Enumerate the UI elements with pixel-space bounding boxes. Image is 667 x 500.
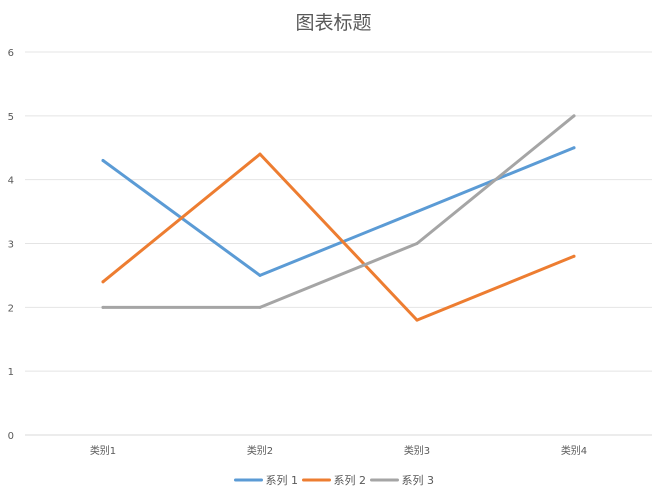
data-point xyxy=(572,114,576,118)
x-tick-label: 类别4 xyxy=(561,444,587,457)
series-line-3 xyxy=(101,114,576,309)
data-point xyxy=(258,273,262,277)
x-tick-label: 类别1 xyxy=(90,444,116,457)
y-tick-label: 1 xyxy=(8,367,14,378)
chart-title: 图表标题 xyxy=(295,12,372,34)
x-tick-label: 类别3 xyxy=(404,444,430,457)
data-point xyxy=(258,152,262,156)
data-point xyxy=(101,280,105,284)
data-point xyxy=(572,146,576,150)
data-point xyxy=(415,210,419,214)
y-tick-label: 0 xyxy=(8,431,14,442)
data-point xyxy=(572,254,576,258)
data-point xyxy=(415,318,419,322)
y-tick-label: 6 xyxy=(8,48,14,59)
legend-item: 系列 2 xyxy=(302,473,367,487)
y-tick-label: 3 xyxy=(8,240,14,251)
data-point xyxy=(101,305,105,309)
y-tick-label: 5 xyxy=(8,112,14,123)
data-point xyxy=(258,305,262,309)
data-point xyxy=(101,159,105,163)
legend-item: 系列 3 xyxy=(370,473,435,487)
y-tick-label: 2 xyxy=(8,303,14,314)
x-tick-label: 类别2 xyxy=(247,444,273,457)
data-point xyxy=(415,242,419,245)
y-tick-label: 4 xyxy=(8,176,14,187)
legend-label: 系列 2 xyxy=(334,473,367,487)
series-line-1 xyxy=(101,146,576,277)
legend-label: 系列 1 xyxy=(266,473,299,487)
series-line-2 xyxy=(101,152,576,322)
legend-item: 系列 1 xyxy=(234,473,299,487)
legend-label: 系列 3 xyxy=(402,473,435,487)
